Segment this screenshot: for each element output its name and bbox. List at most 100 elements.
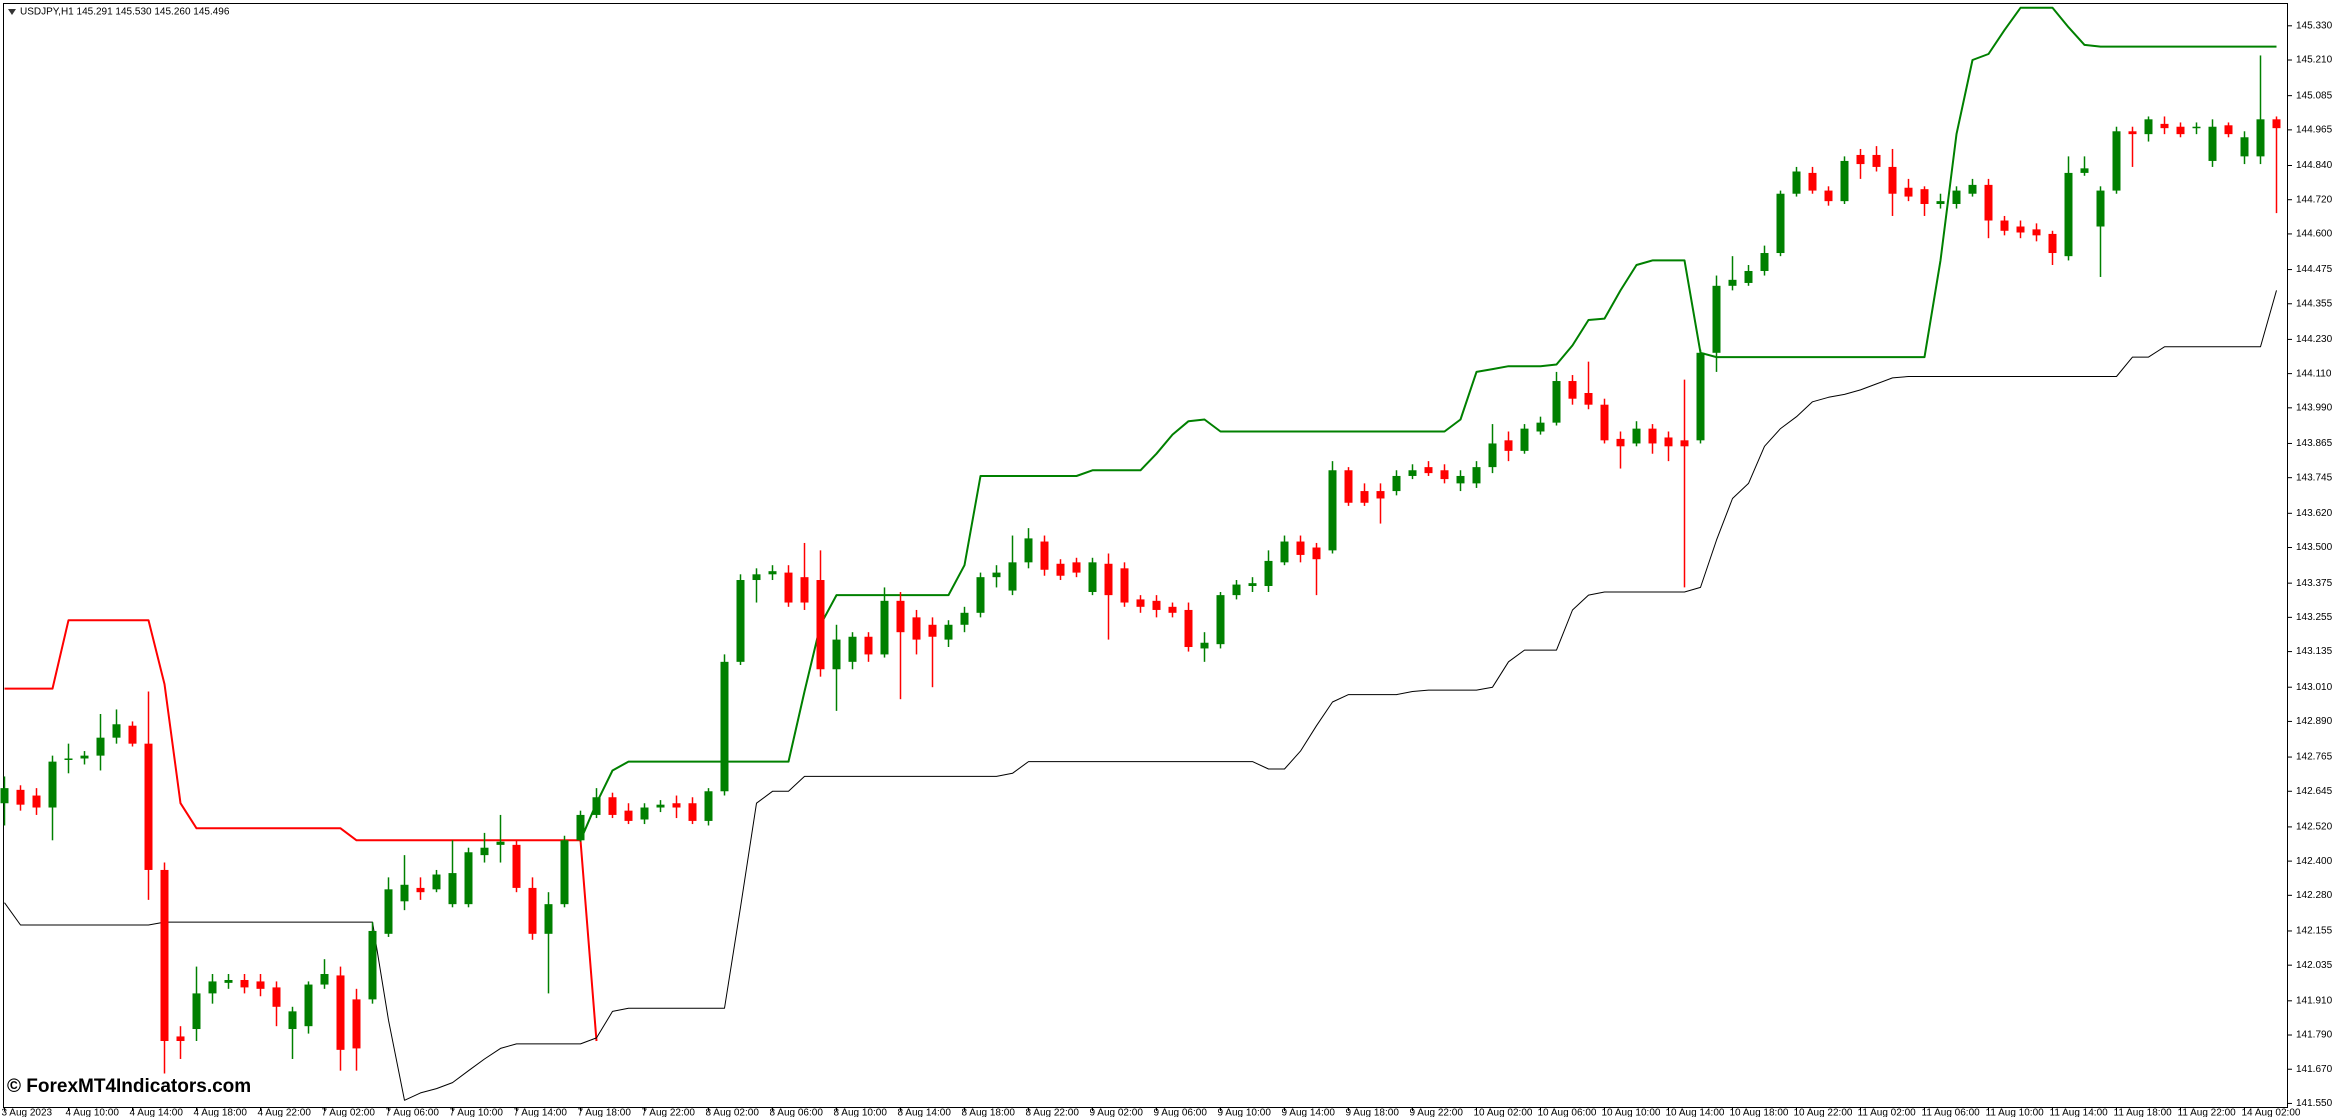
- y-tick-label: 142.645: [2296, 786, 2333, 797]
- candle-body: [848, 636, 857, 662]
- candle-body: [1248, 583, 1257, 587]
- y-tick-label: 145.330: [2296, 20, 2333, 31]
- candle-body: [1568, 381, 1577, 399]
- candle-body: [928, 624, 937, 637]
- candle-body: [2224, 125, 2233, 135]
- x-tick-label: 11 Aug 06:00: [1922, 1108, 1981, 1117]
- x-tick-label: 3 Aug 2023: [2, 1108, 53, 1117]
- candle-body: [656, 804, 665, 808]
- x-tick-label: 8 Aug 14:00: [898, 1108, 952, 1117]
- y-tick-label: 143.620: [2296, 508, 2333, 519]
- y-tick-label: 144.840: [2296, 160, 2333, 171]
- x-tick-label: 11 Aug 14:00: [2050, 1108, 2109, 1117]
- x-tick-label: 11 Aug 18:00: [2114, 1108, 2173, 1117]
- candle-body: [80, 755, 89, 759]
- candle-body: [1360, 491, 1369, 503]
- x-tick-label: 9 Aug 14:00: [1282, 1108, 1336, 1117]
- candle-body: [640, 807, 649, 820]
- candle-body: [2112, 131, 2121, 191]
- candle-body: [768, 571, 777, 575]
- y-tick-label: 142.400: [2296, 856, 2333, 867]
- x-tick-label: 7 Aug 14:00: [514, 1108, 568, 1117]
- y-tick-label: 144.110: [2296, 368, 2332, 379]
- candle-body: [1904, 187, 1913, 197]
- candle-body: [704, 791, 713, 821]
- candle-body: [1760, 253, 1769, 271]
- candle-body: [176, 1036, 185, 1042]
- candle-body: [912, 617, 921, 640]
- candle-body: [464, 852, 473, 905]
- candle-body: [1264, 560, 1273, 587]
- candle-body: [1648, 428, 1657, 444]
- x-tick-label: 10 Aug 18:00: [1730, 1108, 1789, 1117]
- candle-body: [2160, 123, 2169, 129]
- candle-body: [352, 999, 361, 1049]
- y-tick-label: 143.500: [2296, 542, 2333, 553]
- indicator-line: [4, 290, 2277, 1101]
- y-tick-label: 144.600: [2296, 229, 2333, 240]
- candle-body: [1680, 440, 1689, 447]
- x-tick-label: 10 Aug 10:00: [1602, 1108, 1661, 1117]
- candle-body: [2064, 172, 2073, 257]
- candle-body: [560, 840, 569, 905]
- y-tick-label: 145.210: [2296, 55, 2333, 66]
- candle-body: [224, 979, 233, 983]
- chart-title: USDJPY,H1 145.291 145.530 145.260 145.49…: [20, 7, 230, 18]
- candle-body: [1488, 443, 1497, 468]
- candle-body: [1424, 467, 1433, 474]
- candle-body: [1152, 600, 1161, 610]
- candle-body: [400, 884, 409, 902]
- x-tick-label: 7 Aug 02:00: [322, 1108, 376, 1117]
- y-tick-label: 144.230: [2296, 334, 2333, 345]
- candle-body: [2192, 126, 2201, 129]
- candle-body: [1888, 166, 1897, 194]
- candle-body: [2080, 168, 2089, 173]
- header-icon: [8, 9, 16, 15]
- candle-body: [1200, 642, 1209, 649]
- x-tick-label: 10 Aug 22:00: [1794, 1108, 1853, 1117]
- x-tick-label: 4 Aug 10:00: [66, 1108, 120, 1117]
- y-tick-label: 143.745: [2296, 472, 2333, 483]
- candle-body: [960, 612, 969, 625]
- candle-body: [1104, 563, 1113, 596]
- y-tick-label: 143.865: [2296, 438, 2333, 449]
- candle-body: [240, 979, 249, 988]
- y-tick-label: 144.475: [2296, 264, 2333, 275]
- candle-body: [1776, 193, 1785, 254]
- candle-body: [1856, 154, 1865, 165]
- x-tick-label: 10 Aug 14:00: [1666, 1108, 1725, 1117]
- candle-body: [2032, 229, 2041, 236]
- candle-body: [1024, 538, 1033, 563]
- candle-body: [1344, 470, 1353, 503]
- candle-body: [1008, 562, 1017, 591]
- candle-body: [288, 1011, 297, 1030]
- x-tick-label: 4 Aug 22:00: [258, 1108, 312, 1117]
- candle-body: [576, 814, 585, 841]
- candle-body: [1920, 189, 1929, 204]
- candle-body: [816, 580, 825, 670]
- candle-body: [976, 577, 985, 613]
- x-tick-label: 11 Aug 22:00: [2178, 1108, 2237, 1117]
- candle-body: [272, 987, 281, 1007]
- candle-body: [1584, 393, 1593, 405]
- x-tick-label: 8 Aug 02:00: [706, 1108, 760, 1117]
- watermark: © ForexMT4Indicators.com: [7, 1076, 251, 1097]
- x-tick-label: 9 Aug 10:00: [1218, 1108, 1272, 1117]
- candle-body: [2240, 137, 2249, 157]
- x-tick-label: 11 Aug 02:00: [1858, 1108, 1917, 1117]
- candle-body: [1984, 184, 1993, 221]
- candle-body: [160, 869, 169, 1042]
- x-tick-label: 4 Aug 18:00: [194, 1108, 248, 1117]
- candle-body: [1376, 491, 1385, 499]
- candle-body: [0, 788, 9, 804]
- candle-body: [208, 981, 217, 994]
- candle-body: [496, 841, 505, 845]
- x-tick-label: 8 Aug 10:00: [834, 1108, 888, 1117]
- candle-body: [112, 724, 121, 738]
- y-tick-label: 143.990: [2296, 402, 2333, 413]
- x-tick-label: 8 Aug 18:00: [962, 1108, 1016, 1117]
- candle-body: [1840, 160, 1849, 202]
- x-tick-label: 10 Aug 02:00: [1474, 1108, 1533, 1117]
